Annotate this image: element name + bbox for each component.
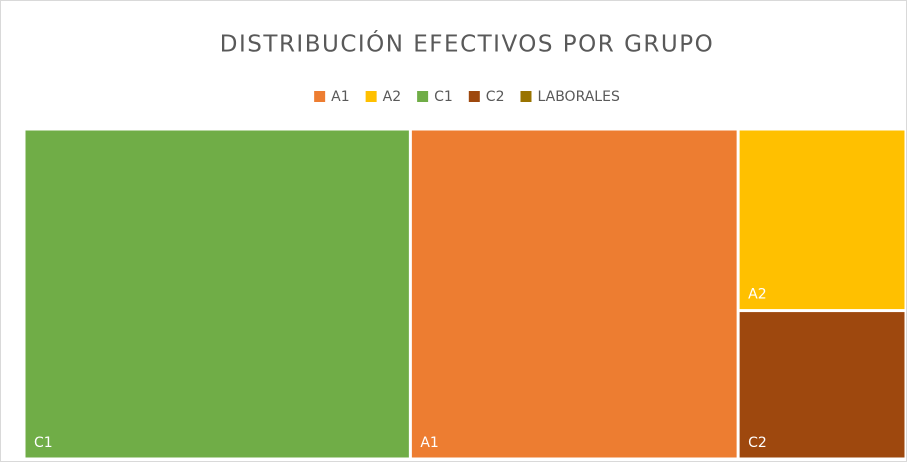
legend-swatch bbox=[365, 91, 377, 102]
legend: A1 A2 C1 C2 LABORALES bbox=[314, 89, 620, 105]
tile-label: C2 bbox=[748, 435, 767, 451]
chart-title: DISTRIBUCIÓN EFECTIVOS POR GRUPO bbox=[220, 30, 714, 58]
legend-label: A2 bbox=[383, 89, 401, 105]
legend-label: C1 bbox=[434, 89, 453, 105]
legend-label: A1 bbox=[331, 89, 349, 105]
legend-swatch bbox=[314, 91, 326, 102]
treemap-tile bbox=[739, 130, 905, 310]
tile-label: A2 bbox=[748, 287, 766, 303]
legend-label: LABORALES bbox=[537, 89, 619, 105]
tile-label: A1 bbox=[420, 435, 438, 451]
legend-swatch bbox=[468, 91, 480, 102]
legend-swatch bbox=[417, 91, 429, 102]
tile-label: C1 bbox=[34, 435, 53, 451]
legend-swatch bbox=[520, 91, 532, 102]
treemap-tile bbox=[25, 130, 409, 458]
treemap-tile bbox=[411, 130, 737, 458]
legend-label: C2 bbox=[486, 89, 505, 105]
treemap-tile bbox=[739, 312, 905, 458]
